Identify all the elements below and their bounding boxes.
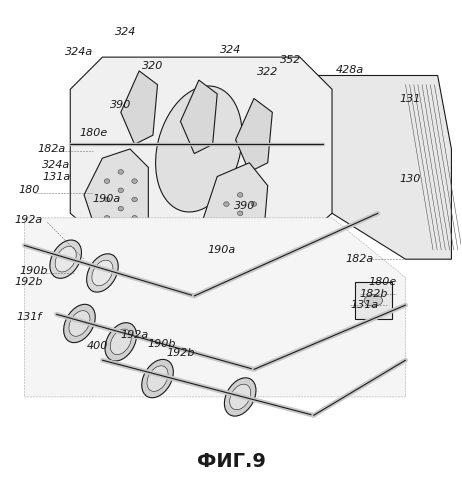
Ellipse shape	[118, 188, 123, 192]
Polygon shape	[355, 282, 392, 319]
Polygon shape	[181, 80, 217, 154]
Ellipse shape	[55, 246, 76, 272]
Ellipse shape	[69, 310, 90, 336]
Text: 131a: 131a	[43, 172, 71, 181]
Text: 182a: 182a	[346, 254, 374, 264]
Ellipse shape	[104, 216, 110, 220]
Text: 324: 324	[220, 45, 242, 55]
Text: 428a: 428a	[336, 65, 365, 75]
Ellipse shape	[225, 378, 256, 416]
Text: 400: 400	[87, 342, 109, 351]
Ellipse shape	[237, 230, 243, 234]
Ellipse shape	[92, 260, 113, 285]
Text: 324: 324	[115, 27, 136, 37]
Text: 192b: 192b	[15, 277, 43, 287]
Ellipse shape	[118, 170, 123, 174]
Polygon shape	[314, 76, 451, 259]
Ellipse shape	[251, 220, 257, 224]
Ellipse shape	[132, 179, 137, 184]
Polygon shape	[70, 57, 332, 241]
Ellipse shape	[251, 238, 257, 243]
Text: 131f: 131f	[16, 312, 42, 322]
Ellipse shape	[251, 202, 257, 206]
Polygon shape	[24, 218, 406, 397]
Ellipse shape	[87, 254, 118, 292]
Ellipse shape	[105, 322, 137, 361]
Ellipse shape	[132, 197, 137, 202]
Ellipse shape	[132, 216, 137, 220]
Text: 192b: 192b	[166, 348, 195, 358]
Ellipse shape	[224, 202, 229, 206]
Text: 131a: 131a	[350, 300, 378, 310]
Polygon shape	[203, 162, 268, 259]
Text: 131: 131	[400, 94, 421, 104]
Ellipse shape	[224, 238, 229, 243]
Text: 324a: 324a	[43, 160, 71, 170]
Text: 180e: 180e	[79, 128, 107, 138]
Text: 182b: 182b	[359, 288, 388, 298]
Text: 130: 130	[400, 174, 421, 184]
Polygon shape	[236, 98, 272, 172]
Text: ФИГ.9: ФИГ.9	[196, 452, 266, 470]
Text: 182a: 182a	[38, 144, 66, 154]
Text: 180: 180	[18, 186, 40, 196]
Ellipse shape	[156, 86, 242, 212]
Ellipse shape	[110, 329, 131, 354]
Text: 192a: 192a	[121, 330, 149, 340]
Text: 390: 390	[234, 202, 255, 211]
Text: 324a: 324a	[65, 46, 94, 56]
Polygon shape	[121, 71, 158, 144]
Text: 180e: 180e	[368, 277, 397, 287]
Ellipse shape	[64, 304, 95, 343]
Text: 190b: 190b	[19, 266, 48, 276]
Text: 352: 352	[280, 56, 301, 66]
Text: 190b: 190b	[148, 339, 176, 349]
Ellipse shape	[147, 366, 168, 392]
Text: 190a: 190a	[208, 245, 236, 255]
Ellipse shape	[224, 220, 229, 224]
Ellipse shape	[104, 179, 110, 184]
Ellipse shape	[118, 206, 123, 211]
Ellipse shape	[237, 211, 243, 216]
Ellipse shape	[142, 360, 173, 398]
Text: 322: 322	[257, 67, 279, 77]
Ellipse shape	[364, 295, 383, 306]
Text: 192a: 192a	[15, 215, 43, 225]
Ellipse shape	[230, 384, 251, 409]
Text: 390: 390	[110, 100, 132, 110]
Ellipse shape	[237, 192, 243, 197]
Polygon shape	[84, 149, 148, 236]
Ellipse shape	[50, 240, 81, 279]
Text: 190a: 190a	[93, 194, 121, 204]
Ellipse shape	[104, 197, 110, 202]
Text: 320: 320	[142, 62, 164, 72]
